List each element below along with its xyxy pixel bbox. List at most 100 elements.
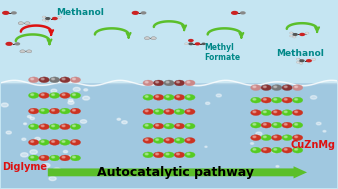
Circle shape bbox=[185, 80, 195, 86]
Circle shape bbox=[295, 149, 297, 150]
Circle shape bbox=[166, 139, 169, 140]
Circle shape bbox=[271, 85, 282, 91]
Circle shape bbox=[251, 147, 261, 153]
Circle shape bbox=[271, 122, 282, 128]
Circle shape bbox=[299, 62, 303, 64]
Circle shape bbox=[292, 36, 296, 38]
Circle shape bbox=[274, 149, 277, 150]
Circle shape bbox=[25, 22, 30, 25]
Circle shape bbox=[271, 110, 282, 115]
Circle shape bbox=[289, 32, 293, 34]
Circle shape bbox=[295, 86, 297, 88]
Circle shape bbox=[282, 147, 292, 153]
Circle shape bbox=[143, 80, 153, 86]
Circle shape bbox=[131, 11, 139, 15]
Circle shape bbox=[22, 138, 26, 140]
Circle shape bbox=[292, 97, 303, 103]
Circle shape bbox=[292, 110, 303, 115]
Circle shape bbox=[49, 108, 60, 114]
Circle shape bbox=[316, 122, 321, 125]
Circle shape bbox=[205, 146, 207, 147]
Circle shape bbox=[11, 11, 17, 15]
Circle shape bbox=[144, 37, 150, 40]
Circle shape bbox=[62, 156, 65, 158]
Circle shape bbox=[263, 136, 266, 138]
Circle shape bbox=[28, 77, 39, 83]
Circle shape bbox=[143, 109, 153, 115]
Circle shape bbox=[45, 20, 49, 22]
FancyArrow shape bbox=[48, 166, 307, 178]
Circle shape bbox=[174, 80, 185, 86]
Circle shape bbox=[206, 102, 210, 105]
Circle shape bbox=[52, 109, 54, 111]
Circle shape bbox=[174, 152, 185, 158]
Circle shape bbox=[80, 120, 87, 123]
Circle shape bbox=[49, 155, 60, 161]
Circle shape bbox=[143, 138, 153, 143]
Circle shape bbox=[296, 58, 300, 60]
Circle shape bbox=[174, 109, 185, 115]
Circle shape bbox=[1, 103, 8, 107]
Circle shape bbox=[141, 11, 146, 15]
Circle shape bbox=[30, 117, 34, 120]
Circle shape bbox=[292, 122, 303, 128]
Circle shape bbox=[261, 147, 271, 153]
Circle shape bbox=[43, 163, 50, 167]
Circle shape bbox=[49, 93, 60, 98]
Circle shape bbox=[60, 139, 70, 145]
Circle shape bbox=[164, 80, 174, 86]
Circle shape bbox=[185, 138, 195, 143]
Circle shape bbox=[176, 110, 179, 112]
Circle shape bbox=[31, 109, 34, 111]
Circle shape bbox=[216, 94, 221, 97]
Circle shape bbox=[295, 98, 297, 100]
Text: Methanol: Methanol bbox=[56, 8, 104, 17]
Circle shape bbox=[27, 115, 31, 118]
Circle shape bbox=[271, 135, 282, 141]
Circle shape bbox=[143, 123, 153, 129]
Circle shape bbox=[282, 122, 292, 128]
Circle shape bbox=[41, 94, 44, 95]
Circle shape bbox=[282, 110, 292, 115]
Circle shape bbox=[166, 110, 169, 112]
Circle shape bbox=[49, 139, 60, 145]
Circle shape bbox=[42, 19, 46, 21]
Circle shape bbox=[70, 124, 81, 130]
Circle shape bbox=[155, 139, 159, 140]
Circle shape bbox=[274, 124, 277, 125]
Circle shape bbox=[323, 130, 326, 132]
Circle shape bbox=[68, 99, 73, 102]
Circle shape bbox=[306, 59, 312, 62]
Circle shape bbox=[276, 166, 279, 167]
Circle shape bbox=[41, 78, 44, 80]
Circle shape bbox=[84, 89, 88, 91]
Circle shape bbox=[176, 124, 179, 126]
Circle shape bbox=[261, 110, 271, 115]
Circle shape bbox=[284, 98, 287, 100]
Circle shape bbox=[261, 122, 271, 128]
Circle shape bbox=[299, 59, 305, 62]
Circle shape bbox=[295, 136, 297, 138]
Circle shape bbox=[261, 135, 271, 141]
Circle shape bbox=[174, 94, 185, 100]
Circle shape bbox=[39, 124, 49, 130]
Circle shape bbox=[72, 109, 75, 111]
Text: CuZnMg: CuZnMg bbox=[291, 140, 336, 150]
Circle shape bbox=[299, 33, 305, 36]
Circle shape bbox=[292, 85, 303, 91]
Circle shape bbox=[187, 110, 190, 112]
Circle shape bbox=[305, 32, 309, 34]
Circle shape bbox=[271, 97, 282, 103]
Circle shape bbox=[72, 94, 75, 95]
Circle shape bbox=[28, 108, 39, 114]
Circle shape bbox=[5, 42, 13, 46]
Circle shape bbox=[187, 139, 190, 140]
Circle shape bbox=[164, 94, 174, 100]
Circle shape bbox=[72, 141, 75, 142]
Circle shape bbox=[145, 153, 148, 155]
Circle shape bbox=[164, 109, 174, 115]
Circle shape bbox=[289, 35, 293, 37]
Circle shape bbox=[60, 155, 70, 161]
Circle shape bbox=[35, 137, 40, 140]
Circle shape bbox=[296, 61, 300, 63]
